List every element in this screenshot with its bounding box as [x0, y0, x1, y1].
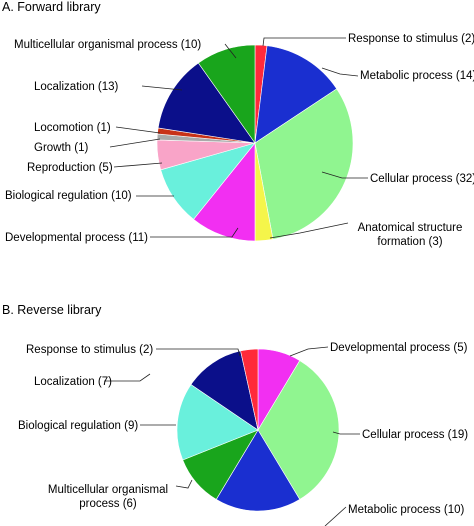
- label-response-to-stimulus: Response to stimulus (2): [26, 344, 153, 356]
- leader-line-multicellular-organismal-process: [224, 43, 237, 59]
- slice-developmental-process: [193, 142, 256, 242]
- label-localization: Localization (7): [34, 376, 112, 388]
- leader-line-multicellular-organismal-process: [175, 479, 193, 489]
- label-locomotion: Locomotion (1): [34, 122, 111, 134]
- label-developmental-process: Developmental process (5): [330, 342, 468, 354]
- slice-response-to-stimulus: [240, 348, 259, 431]
- label-biological-regulation: Biological regulation (9): [18, 420, 138, 432]
- leader-line-metabolic-process: [324, 506, 347, 526]
- label-growth: Growth (1): [34, 142, 88, 154]
- leader-line-reproduction: [113, 162, 163, 168]
- label-line: Anatomical structure: [358, 222, 463, 234]
- leader-line-localization: [141, 85, 183, 91]
- panel-title: B. Reverse library: [2, 303, 102, 317]
- slice-cellular-process: [257, 360, 340, 500]
- slice-biological-regulation: [176, 384, 259, 461]
- slice-metabolic-process: [215, 429, 301, 512]
- label-line: process (6): [79, 498, 137, 510]
- label-developmental-process: Developmental process (11): [5, 232, 148, 244]
- leader-line-anatomical-structure-formation: [269, 222, 349, 239]
- reverse-library-panel: B. Reverse library Developmental process …: [2, 303, 468, 526]
- leader-line-cellular-process: [321, 171, 368, 179]
- leader-line-response-to-stimulus: [156, 348, 241, 357]
- label-line: formation (3): [377, 236, 442, 248]
- leader-line-growth: [109, 138, 161, 148]
- label-multicellular-organismal-process: Multicellular organismal process (6): [48, 484, 168, 510]
- panel-title: A. Forward library: [2, 0, 101, 14]
- label-line: Multicellular organismal: [48, 484, 168, 496]
- forward-library-panel: A. Forward library Response to stimulus (…: [2, 0, 474, 248]
- label-biological-regulation: Biological regulation (10): [5, 190, 132, 202]
- slice-localization: [190, 350, 259, 431]
- label-cellular-process: Cellular process (32): [370, 173, 474, 185]
- leader-line-localization: [104, 373, 151, 382]
- label-metabolic-process: Metabolic process (14): [360, 70, 474, 82]
- label-anatomical-structure-formation: Anatomical structure formation (3): [358, 222, 463, 248]
- label-reproduction: Reproduction (5): [27, 162, 113, 174]
- leader-line-metabolic-process: [321, 67, 359, 77]
- leader-line-developmental-process: [150, 227, 239, 238]
- leader-line-developmental-process: [289, 346, 329, 357]
- slice-localization: [157, 62, 256, 144]
- leader-line-locomotion: [115, 126, 161, 134]
- label-response-to-stimulus: Response to stimulus (2): [348, 33, 474, 45]
- slice-multicellular-organismal-process: [197, 44, 256, 144]
- label-multicellular-organismal-process: Multicellular organismal process (10): [14, 39, 201, 51]
- leader-line-cellular-process: [332, 431, 360, 435]
- slice-cellular-process: [254, 88, 354, 240]
- label-cellular-process: Cellular process (19): [362, 429, 468, 441]
- leader-line-response-to-stimulus: [262, 37, 346, 47]
- label-metabolic-process: Metabolic process (10): [348, 504, 464, 516]
- label-localization: Localization (13): [34, 81, 119, 93]
- slice-metabolic-process: [254, 45, 338, 144]
